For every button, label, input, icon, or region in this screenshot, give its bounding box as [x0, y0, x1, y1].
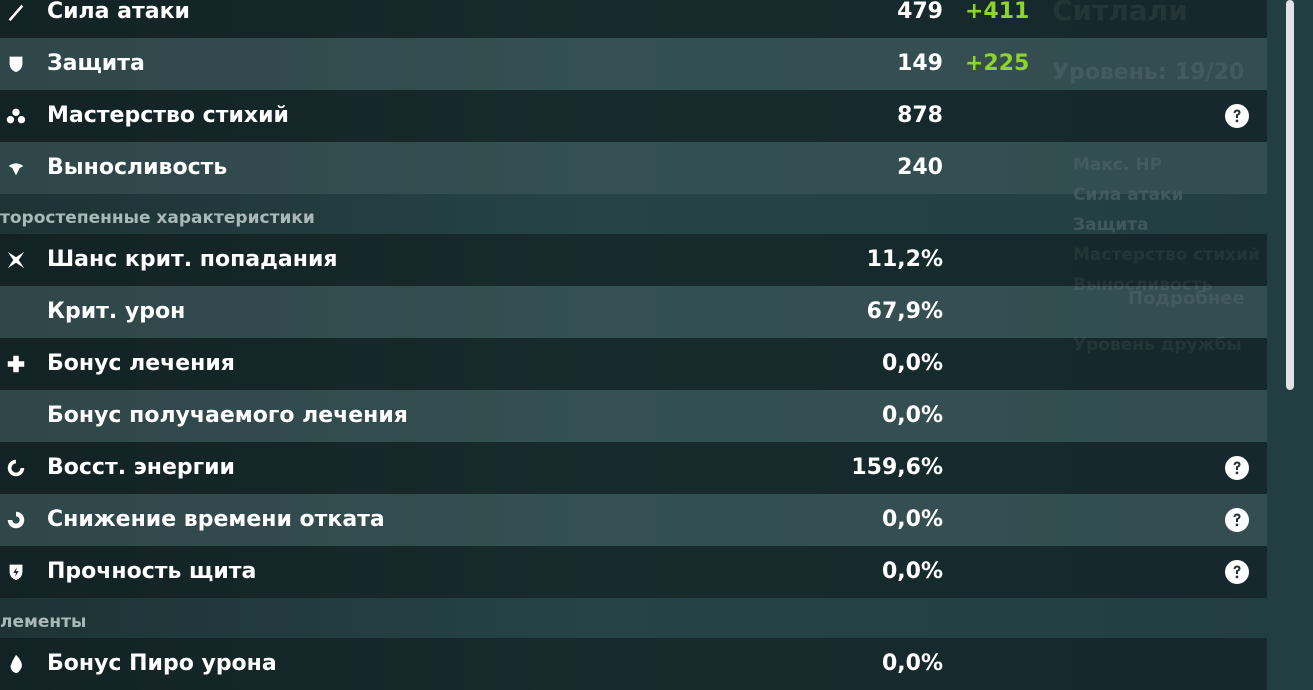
stat-icon — [5, 53, 27, 75]
stat-label: Крит. урон — [47, 299, 186, 324]
stat-bonus: +411 — [965, 0, 1030, 24]
icon — [7, 355, 25, 373]
stat-icon — [5, 1, 27, 23]
stat-row — [0, 142, 1267, 194]
stat-row — [0, 546, 1267, 598]
question-mark — [1233, 461, 1241, 475]
question-mark — [1233, 513, 1241, 527]
stat-value: 878 — [897, 103, 943, 128]
stat-value: 149 — [897, 51, 943, 76]
help-icon[interactable] — [1225, 560, 1249, 584]
stat-icon — [5, 457, 27, 479]
stat-label: Выносливость — [47, 155, 228, 180]
question-mark — [1233, 109, 1241, 123]
icon — [7, 511, 25, 529]
stat-row — [0, 494, 1267, 546]
stat-label: Бонус получаемого лечения — [47, 403, 408, 428]
bg-stat: Макс. HP — [1073, 155, 1163, 175]
section-title: торостепенные характеристики — [0, 208, 315, 228]
stat-value: 0,0% — [881, 507, 943, 532]
bg-stat: Защита — [1073, 215, 1149, 235]
stat-label: Бонус лечения — [47, 351, 235, 376]
stat-value: 159,6% — [851, 455, 943, 480]
stat-value: 479 — [897, 0, 943, 24]
stat-icon — [5, 353, 27, 375]
stat-icon — [5, 509, 27, 531]
stat-row — [0, 390, 1267, 442]
help-icon[interactable] — [1225, 508, 1249, 532]
stat-row — [0, 338, 1267, 390]
stat-row — [0, 442, 1267, 494]
stat-value: 0,0% — [881, 403, 943, 428]
stat-value: 11,2% — [866, 247, 943, 272]
stat-row — [0, 38, 1267, 90]
stat-row — [0, 90, 1267, 142]
icon — [10, 654, 22, 674]
question-mark — [1233, 565, 1241, 579]
icon — [9, 564, 23, 581]
stat-row — [0, 286, 1267, 338]
stat-icon — [5, 561, 27, 583]
stat-value: 67,9% — [866, 299, 943, 324]
icon — [7, 459, 25, 477]
stat-label: Снижение времени отката — [47, 507, 385, 532]
stat-label: Прочность щита — [47, 559, 257, 584]
icon — [8, 163, 24, 176]
stat-bonus: +225 — [965, 51, 1030, 76]
stat-value: 0,0% — [881, 559, 943, 584]
icon — [8, 4, 24, 22]
scrollbar-thumb[interactable] — [1286, 0, 1294, 390]
stat-label: Защита — [47, 51, 145, 76]
help-icon[interactable] — [1225, 104, 1249, 128]
stat-icon — [5, 105, 27, 127]
stat-icon — [5, 157, 27, 179]
help-icon[interactable] — [1225, 456, 1249, 480]
stat-icon — [5, 249, 27, 271]
stat-icon — [5, 653, 27, 675]
stat-row — [0, 234, 1267, 286]
icon — [9, 56, 23, 73]
stat-label: Шанс крит. попадания — [47, 247, 338, 272]
stat-label: Сила атаки — [47, 0, 190, 24]
stat-label: Мастерство стихий — [47, 103, 289, 128]
bg-level-label: Уровень: — [1052, 60, 1167, 85]
stat-row — [0, 0, 1267, 38]
icon — [6, 108, 26, 124]
bg-stat: Сила атаки — [1073, 185, 1184, 205]
stat-label: Восст. энергии — [47, 455, 235, 480]
stat-value: 0,0% — [881, 651, 943, 676]
stat-value: 240 — [897, 155, 943, 180]
icon — [7, 251, 25, 269]
bg-level: 19/20 — [1175, 60, 1245, 85]
stat-label: Бонус Пиро урона — [47, 651, 277, 676]
stat-value: 0,0% — [881, 351, 943, 376]
bg-button: Подробнее — [1128, 288, 1245, 309]
section-title: лементы — [0, 612, 87, 632]
